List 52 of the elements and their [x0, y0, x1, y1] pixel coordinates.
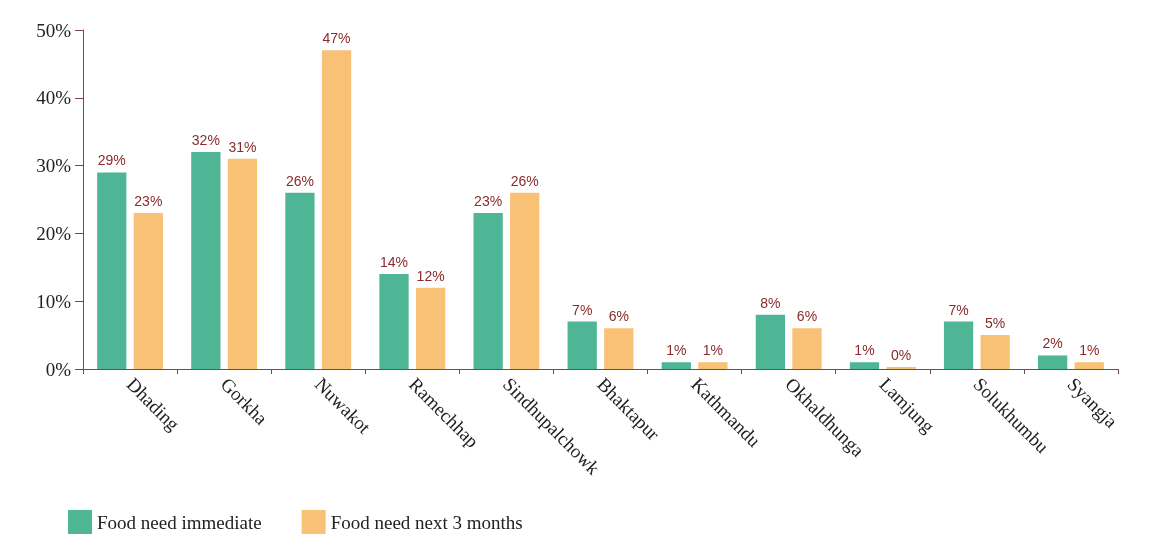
bar	[227, 158, 258, 369]
data-label: 29%	[97, 152, 126, 169]
data-label: 47%	[322, 30, 351, 47]
y-tick-label: 20%	[36, 222, 72, 244]
bar	[191, 152, 221, 369]
bar	[379, 274, 409, 369]
data-label: 7%	[948, 301, 969, 318]
bar	[1038, 355, 1068, 369]
bar	[661, 362, 691, 369]
bar	[604, 328, 634, 369]
bar	[567, 321, 597, 369]
data-label: 1%	[854, 342, 875, 359]
data-label: 26%	[510, 172, 539, 189]
bar	[755, 314, 786, 369]
data-label: 12%	[416, 267, 445, 284]
bar	[510, 192, 540, 369]
bar	[849, 362, 880, 369]
bar	[473, 213, 503, 369]
data-label: 26%	[285, 172, 314, 189]
legend-label: Food need immediate	[97, 511, 262, 533]
bar	[792, 328, 822, 369]
data-label: 1%	[1079, 342, 1100, 359]
y-tick-label: 50%	[36, 19, 72, 41]
bar	[980, 335, 1010, 369]
data-label: 0%	[890, 346, 912, 363]
y-tick-label: 30%	[36, 155, 72, 177]
data-label: 31%	[228, 138, 257, 155]
data-label: 23%	[134, 193, 163, 210]
data-label: 23%	[474, 193, 503, 210]
bar	[943, 321, 974, 369]
data-label: 5%	[985, 315, 1006, 332]
bar	[97, 172, 127, 369]
data-label: 6%	[796, 308, 818, 325]
y-tick-label: 40%	[36, 87, 72, 109]
bar	[321, 50, 352, 369]
bar	[415, 287, 446, 369]
data-label: 32%	[191, 132, 220, 149]
data-label: 8%	[760, 294, 781, 311]
y-tick-label: 0%	[45, 358, 72, 380]
data-label: 14%	[380, 254, 409, 271]
bar	[698, 362, 728, 369]
y-tick-label: 10%	[36, 290, 72, 312]
data-label: 1%	[666, 342, 687, 359]
data-label: 1%	[702, 342, 723, 359]
legend-label: Food need next 3 months	[330, 511, 523, 533]
bar	[1074, 362, 1104, 369]
data-label: 7%	[572, 301, 593, 318]
bar	[133, 213, 163, 369]
bar	[886, 366, 916, 369]
bar	[285, 192, 315, 369]
data-label: 6%	[608, 308, 629, 325]
data-label: 2%	[1042, 335, 1063, 352]
